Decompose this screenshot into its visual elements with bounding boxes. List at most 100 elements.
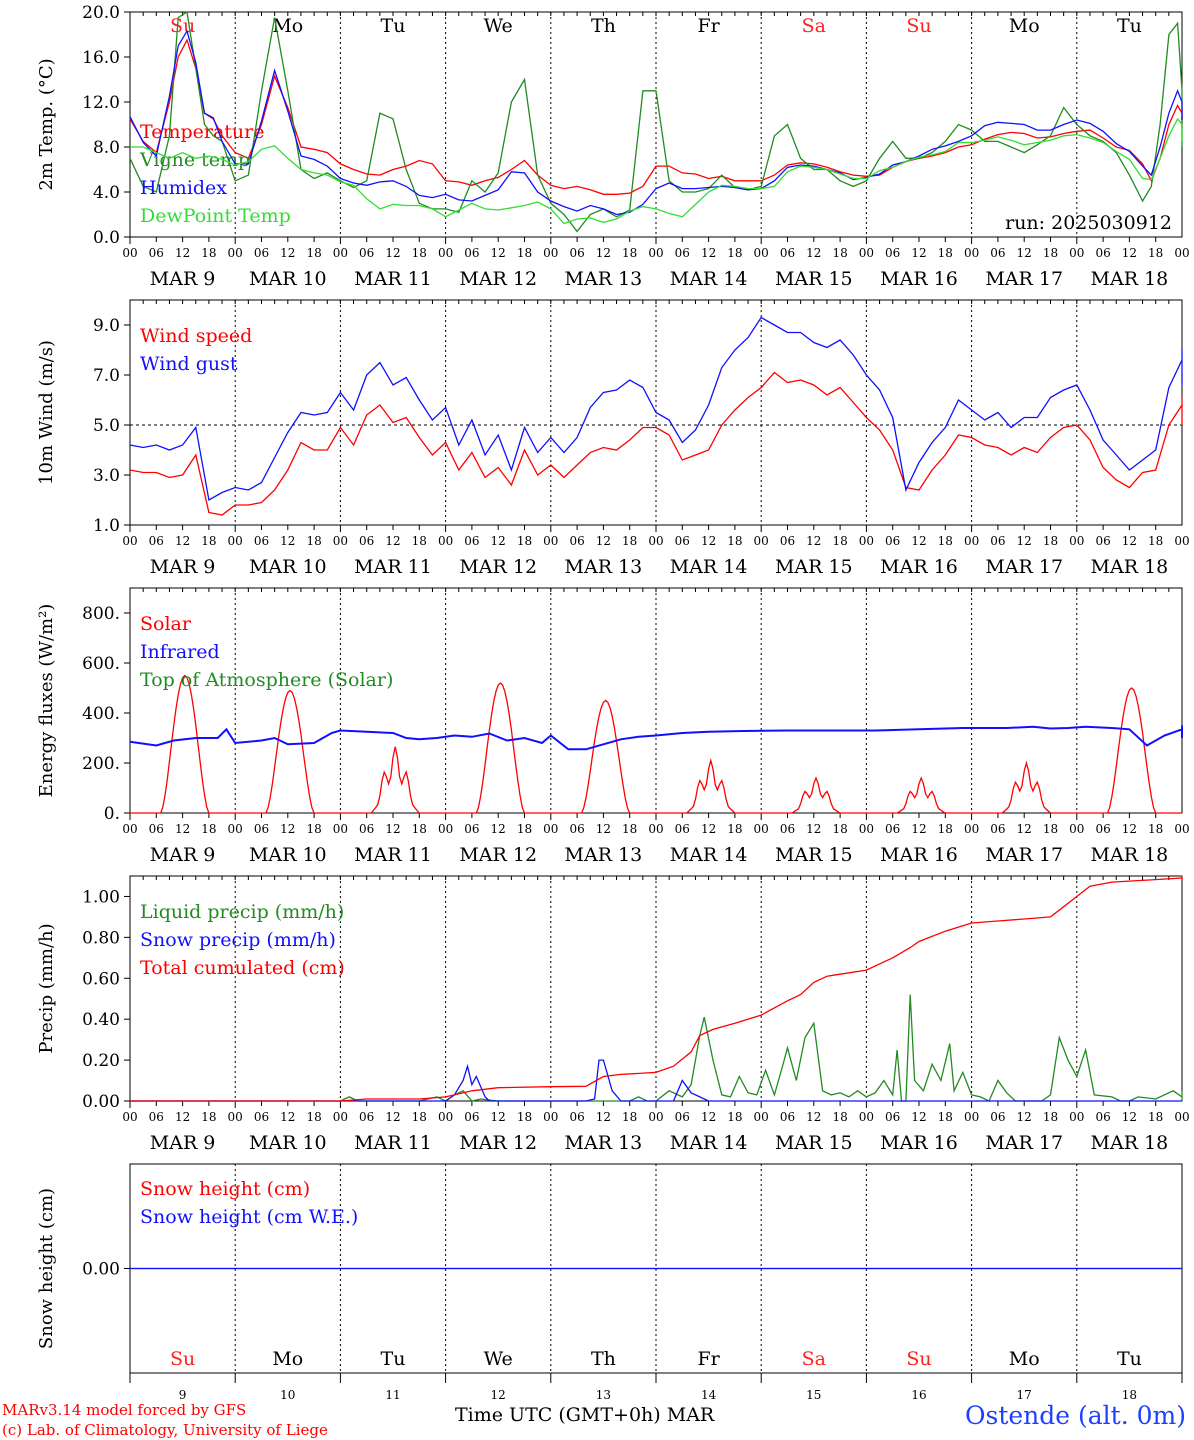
wind-hour-label: 18 <box>1043 534 1058 548</box>
wind-hour-label: 18 <box>727 534 742 548</box>
energy-hour-label: 12 <box>701 822 716 836</box>
energy-ytick-label: 200. <box>82 754 120 774</box>
precip-hour-label: 06 <box>780 1110 795 1124</box>
snow-ytick-label: 0.00 <box>82 1260 120 1280</box>
temperature-date-label: MAR 16 <box>880 268 958 290</box>
precip-hour-label: 00 <box>333 1110 348 1124</box>
temperature-day-name: We <box>484 15 513 37</box>
snow-day-name: Mo <box>1009 1348 1040 1370</box>
energy-hour-label: 00 <box>228 822 243 836</box>
temperature-hour-label: 18 <box>1043 246 1058 260</box>
energy-date-label: MAR 13 <box>565 844 643 866</box>
footer-credits: MARv3.14 model forced by GFS (c) Lab. of… <box>2 1400 328 1440</box>
temperature-hour-label: 00 <box>859 246 874 260</box>
energy-date-label: MAR 17 <box>985 844 1063 866</box>
precip-hour-label: 18 <box>1148 1110 1163 1124</box>
energy-hour-label: 12 <box>1017 822 1032 836</box>
precip-hour-label: 00 <box>1174 1110 1189 1124</box>
temperature-ytick-label: 16.0 <box>82 48 120 68</box>
wind-hour-label: 12 <box>806 534 821 548</box>
precip-hour-label: 18 <box>727 1110 742 1124</box>
temperature-day-name: Mo <box>272 15 303 37</box>
precip-ytick-label: 1.00 <box>82 887 120 907</box>
wind-legend-entry: Wind gust <box>140 353 238 375</box>
temperature-ytick-label: 4.0 <box>93 183 120 203</box>
precip-date-label: MAR 15 <box>775 1132 853 1154</box>
wind-hour-label: 18 <box>306 534 321 548</box>
snow-day-name: Th <box>591 1348 616 1370</box>
snow-legend-entry: Snow height (cm W.E.) <box>140 1206 358 1228</box>
wind-hour-label: 18 <box>832 534 847 548</box>
temperature-legend-entry: Temperature <box>140 121 264 143</box>
precip-hour-label: 18 <box>201 1110 216 1124</box>
precip-hour-label: 12 <box>806 1110 821 1124</box>
energy-ytick-label: 0. <box>104 804 120 824</box>
energy-hour-label: 18 <box>832 822 847 836</box>
temperature-day-name: Fr <box>697 15 720 37</box>
energy-hour-label: 18 <box>622 822 637 836</box>
temperature-hour-label: 06 <box>359 246 374 260</box>
wind-series-wind-gust <box>129 316 1183 502</box>
energy-hour-label: 18 <box>727 822 742 836</box>
energy-hour-label: 06 <box>359 822 374 836</box>
temperature-hour-label: 12 <box>175 246 190 260</box>
precip-date-label: MAR 17 <box>985 1132 1063 1154</box>
precip-date-label: MAR 11 <box>354 1132 432 1154</box>
energy-hour-label: 06 <box>1095 822 1110 836</box>
precip-hour-label: 12 <box>280 1110 295 1124</box>
energy-date-label: MAR 15 <box>775 844 853 866</box>
temperature-legend-entry: Vigne temp <box>139 149 250 171</box>
precip-date-label: MAR 12 <box>459 1132 537 1154</box>
temperature-date-label: MAR 11 <box>354 268 432 290</box>
temperature-legend-entry: Humidex <box>140 177 227 199</box>
snow-day-name: Su <box>906 1348 931 1370</box>
precip-hour-label: 12 <box>1017 1110 1032 1124</box>
temperature-hour-label: 00 <box>648 246 663 260</box>
temperature-hour-label: 12 <box>806 246 821 260</box>
precip-hour-label: 12 <box>701 1110 716 1124</box>
wind-hour-label: 06 <box>675 534 690 548</box>
temperature-date-label: MAR 17 <box>985 268 1063 290</box>
precip-hour-label: 12 <box>1122 1110 1137 1124</box>
snow-day-name: Tu <box>1117 1348 1142 1370</box>
precip-hour-label: 18 <box>306 1110 321 1124</box>
precip-hour-label: 18 <box>938 1110 953 1124</box>
precip-hour-label: 18 <box>412 1110 427 1124</box>
energy-hour-label: 18 <box>412 822 427 836</box>
precip-hour-label: 06 <box>149 1110 164 1124</box>
wind-ytick-label: 9.0 <box>93 316 120 336</box>
temperature-hour-label: 06 <box>780 246 795 260</box>
wind-hour-label: 06 <box>990 534 1005 548</box>
energy-hour-label: 00 <box>122 822 137 836</box>
temperature-day-name: Tu <box>1117 15 1142 37</box>
wind-legend-entry: Wind speed <box>140 325 252 347</box>
temperature-ytick-label: 0.0 <box>93 228 120 248</box>
precip-legend-entry: Snow precip (mm/h) <box>140 929 336 951</box>
precip-hour-label: 00 <box>964 1110 979 1124</box>
snow-ylabel: Snow height (cm) <box>36 1188 57 1349</box>
wind-hour-label: 12 <box>175 534 190 548</box>
snow-day-number: 10 <box>280 1388 295 1402</box>
snow-day-number: 13 <box>596 1388 611 1402</box>
temperature-day-name: Su <box>906 15 931 37</box>
temperature-hour-label: 12 <box>491 246 506 260</box>
wind-hour-label: 00 <box>648 534 663 548</box>
energy-date-label: MAR 16 <box>880 844 958 866</box>
energy-legend-entry: Solar <box>140 613 192 635</box>
energy-date-label: MAR 18 <box>1091 844 1169 866</box>
wind-date-label: MAR 18 <box>1091 556 1169 578</box>
wind-ytick-label: 7.0 <box>93 366 120 386</box>
energy-hour-label: 00 <box>333 822 348 836</box>
wind-hour-label: 00 <box>333 534 348 548</box>
temperature-hour-label: 18 <box>727 246 742 260</box>
energy-hour-label: 00 <box>1174 822 1189 836</box>
wind-series-wind-speed <box>129 371 1183 516</box>
precip-hour-label: 18 <box>1043 1110 1058 1124</box>
time-axis-title: Time UTC (GMT+0h) MAR <box>455 1404 714 1426</box>
energy-hour-label: 06 <box>675 822 690 836</box>
temperature-hour-label: 12 <box>280 246 295 260</box>
snow-day-name: Tu <box>381 1348 406 1370</box>
energy-hour-label: 18 <box>517 822 532 836</box>
energy-hour-label: 00 <box>438 822 453 836</box>
